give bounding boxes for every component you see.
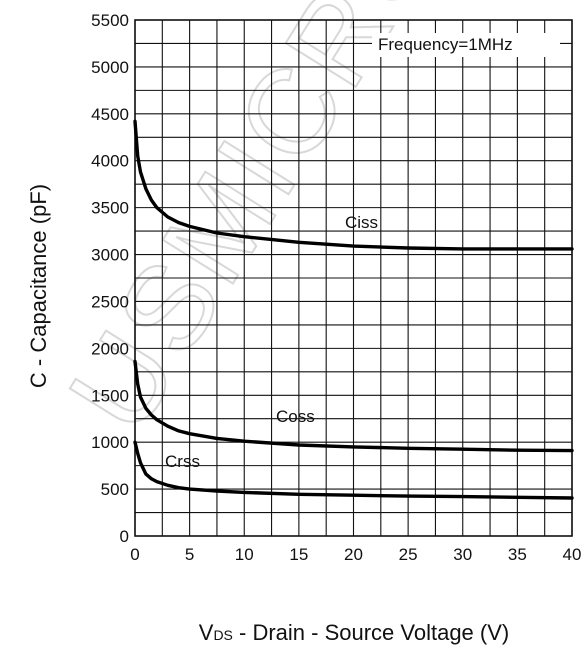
y-tick-label: 2000 xyxy=(91,339,129,358)
series-curves xyxy=(133,119,574,500)
y-tick-label: 4500 xyxy=(91,105,129,124)
x-tick-label: 35 xyxy=(508,545,527,564)
x-tick-label: 10 xyxy=(235,545,254,564)
y-tick-label: 5500 xyxy=(91,11,129,30)
series-line-crss xyxy=(133,440,574,500)
x-tick-label: 20 xyxy=(344,545,363,564)
y-tick-label: 500 xyxy=(101,480,129,499)
series-label-coss: Coss xyxy=(276,407,315,426)
y-tick-label: 3500 xyxy=(91,199,129,218)
y-tick-label: 1000 xyxy=(91,433,129,452)
x-axis-label-prefix: V xyxy=(199,620,214,645)
series-label-crss: Crss xyxy=(165,452,200,471)
x-tick-label: 30 xyxy=(453,545,472,564)
series-line-ciss xyxy=(133,119,574,251)
x-tick-label: 0 xyxy=(130,545,139,564)
series-line-coss xyxy=(133,359,574,453)
x-tick-label: 5 xyxy=(185,545,194,564)
x-tick-labels: 0 5 10 15 20 25 30 35 40 xyxy=(130,545,581,564)
annotation-background xyxy=(372,33,560,57)
y-tick-label: 1500 xyxy=(91,386,129,405)
x-tick-label: 40 xyxy=(563,545,582,564)
x-axis-label-subscript: DS xyxy=(213,627,232,643)
y-axis-label: C - Capacitance (pF) xyxy=(26,184,51,388)
grid xyxy=(134,19,573,537)
plot-frame xyxy=(134,19,573,537)
series-labels: Ciss Coss Crss xyxy=(165,213,378,471)
x-tick-label: 15 xyxy=(289,545,308,564)
y-tick-label: 3000 xyxy=(91,246,129,265)
x-tick-label: 25 xyxy=(399,545,418,564)
frequency-annotation: Frequency=1MHz xyxy=(378,35,513,54)
y-tick-labels: 0 500 1000 1500 2000 2500 3000 3500 4000 4500 5000… xyxy=(91,11,129,546)
y-tick-label: 4000 xyxy=(91,152,129,171)
x-axis-label-rest: - Drain - Source Voltage (V) xyxy=(233,620,509,645)
y-tick-label: 5000 xyxy=(91,58,129,77)
y-tick-label: 2500 xyxy=(91,292,129,311)
series-label-ciss: Ciss xyxy=(345,213,378,232)
x-axis-label: VDS - Drain - Source Voltage (V) xyxy=(199,620,509,645)
y-tick-label: 0 xyxy=(120,527,129,546)
